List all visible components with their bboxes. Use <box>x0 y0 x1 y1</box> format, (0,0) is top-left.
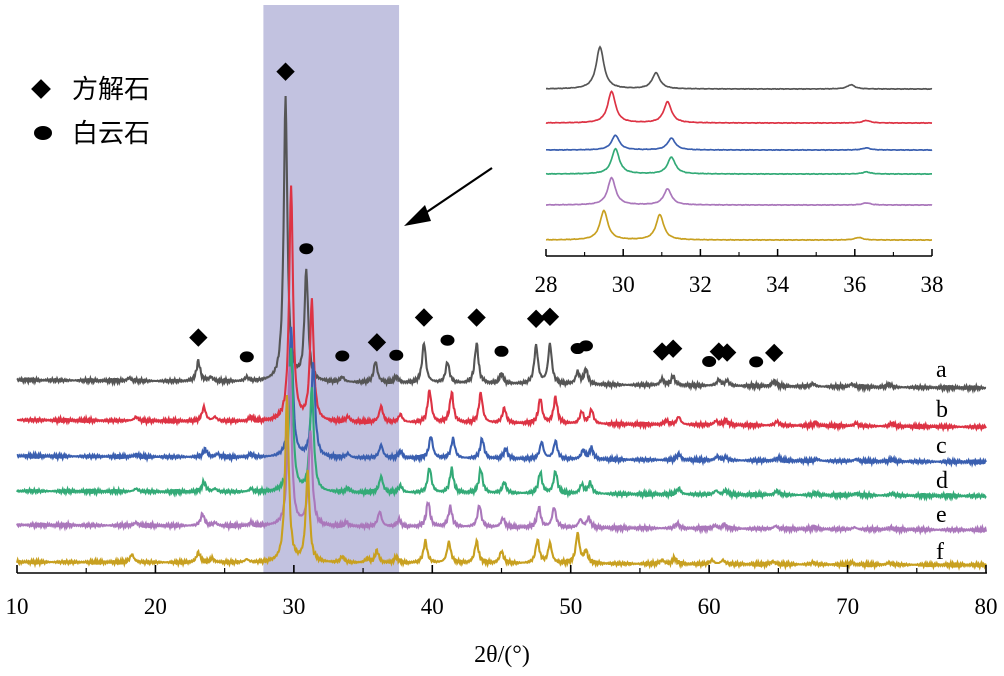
series-label-c: c <box>936 433 947 459</box>
legend-calcite-label: 方解石 <box>72 75 150 105</box>
x-axis-ticks: 10 20 30 40 50 60 70 80 <box>6 565 998 619</box>
series-label-b: b <box>936 397 948 423</box>
inset-x-tick-label: 32 <box>689 272 712 297</box>
dolomite-marker <box>578 340 593 352</box>
inset-series-line-b <box>545 90 933 125</box>
series-label-a: a <box>936 357 947 383</box>
legend-dolomite-label: 白云石 <box>72 119 150 149</box>
zoom-arrow-head <box>404 205 431 226</box>
x-tick-label: 40 <box>421 594 444 619</box>
calcite-marker <box>526 309 546 328</box>
inset-series-line-a <box>546 45 933 91</box>
calcite-marker <box>367 333 387 352</box>
dolomite-marker <box>389 349 404 361</box>
x-tick-label: 50 <box>559 594 582 619</box>
calcite-marker <box>540 307 560 326</box>
dolomite-marker <box>702 356 717 368</box>
calcite-marker <box>765 343 784 363</box>
dolomite-marker <box>440 334 455 346</box>
x-axis-title: 2θ/(°) <box>474 642 530 668</box>
series-label-f: f <box>936 539 944 565</box>
main-series-group <box>15 95 988 572</box>
series-line-a <box>16 95 987 395</box>
x-tick-label: 80 <box>975 594 998 619</box>
calcite-marker <box>467 308 486 327</box>
dolomite-marker <box>239 351 254 363</box>
calcite-marker <box>663 339 683 358</box>
series-line-f <box>15 395 987 572</box>
inset-x-tick-label: 36 <box>843 272 866 297</box>
dolomite-marker <box>335 350 350 362</box>
dolomite-marker <box>494 345 509 357</box>
legend: 方解石 白云石 <box>31 75 150 149</box>
x-tick-label: 30 <box>282 594 305 619</box>
calcite-marker <box>717 343 737 362</box>
legend-dolomite-symbol <box>34 126 52 140</box>
x-tick-label: 70 <box>836 594 859 619</box>
inset-series-line-e <box>546 176 933 207</box>
dolomite-marker <box>749 356 764 368</box>
series-line-c <box>16 326 987 468</box>
peak-marker-group <box>189 62 784 368</box>
legend-calcite-symbol <box>31 79 51 99</box>
x-tick-label: 10 <box>6 594 29 619</box>
inset-series-line-d <box>545 147 932 176</box>
inset-x-tick-label: 28 <box>535 272 558 297</box>
x-tick-label: 20 <box>144 594 167 619</box>
zoom-arrow-line <box>417 167 493 219</box>
inset-series-line-c <box>546 134 933 152</box>
inset-series-line-f <box>545 209 933 242</box>
series-line-d <box>16 347 987 502</box>
inset-x-tick-label: 34 <box>766 272 790 297</box>
inset-x-axis-ticks: 28 30 32 34 36 38 <box>535 249 944 297</box>
inset-x-tick-label: 38 <box>921 272 944 297</box>
series-label-d: d <box>936 468 948 494</box>
series-line-e <box>16 366 988 536</box>
calcite-marker <box>414 308 434 327</box>
x-tick-label: 60 <box>698 594 721 619</box>
series-label-e: e <box>936 502 947 528</box>
inset-background <box>546 30 932 260</box>
calcite-marker <box>189 328 208 347</box>
dolomite-marker <box>299 243 314 255</box>
series-line-b <box>16 185 987 433</box>
inset-series-group <box>545 45 933 242</box>
inset-x-tick-label: 30 <box>612 272 635 297</box>
calcite-marker <box>276 62 295 81</box>
inset-chart: 28 30 32 34 36 38 <box>535 30 944 297</box>
